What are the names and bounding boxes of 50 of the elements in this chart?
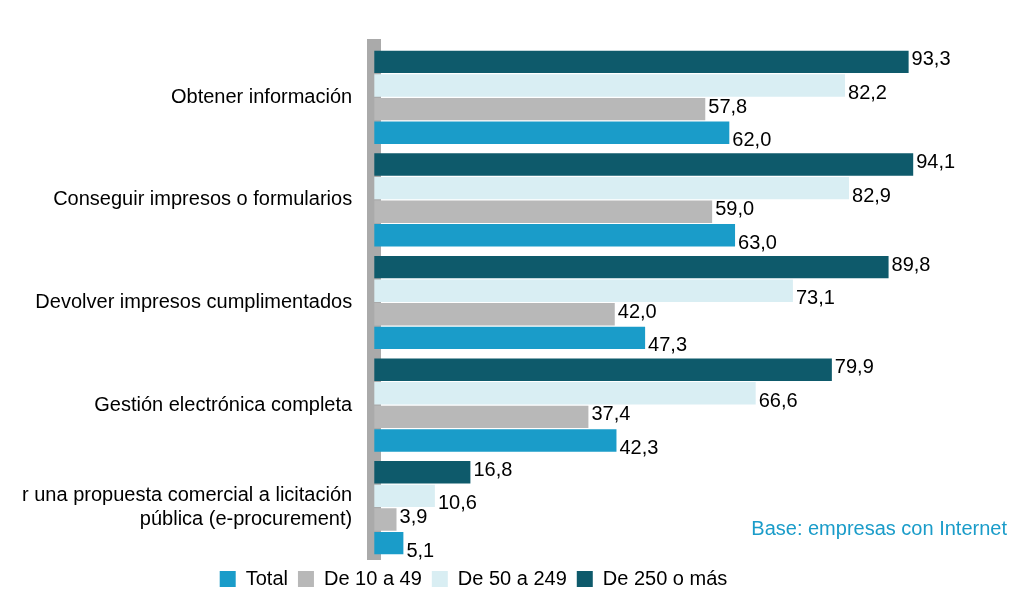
- data-label: 42,0: [617, 299, 657, 322]
- data-label: 42,3: [619, 436, 659, 459]
- bar: [374, 531, 404, 555]
- data-label: 37,4: [591, 402, 631, 425]
- y-tick-label: Gestión electrónica completa: [94, 392, 354, 415]
- bar: [374, 176, 850, 200]
- data-label: 82,2: [848, 81, 887, 104]
- legend-label: De 50 a 249: [457, 566, 567, 589]
- y-tick-label: Obtener información: [170, 84, 353, 107]
- bar: [374, 358, 832, 381]
- bar: [374, 326, 646, 350]
- bar: [374, 279, 793, 302]
- data-label: 73,1: [795, 286, 835, 309]
- bar: [374, 74, 846, 97]
- data-label: 79,9: [834, 355, 874, 378]
- data-label: 82,9: [852, 183, 891, 206]
- data-label: 10,6: [437, 491, 477, 514]
- y-tick-label: r una propuesta comercial a licitación pública (e-procurement): [21, 483, 353, 530]
- data-label: 59,0: [715, 197, 755, 220]
- annotation: Base: empresas con Internet: [751, 516, 1008, 539]
- data-label: 62,0: [732, 128, 772, 151]
- bar: [374, 382, 756, 405]
- data-label: 93,3: [911, 47, 951, 70]
- data-label: 89,8: [891, 252, 931, 275]
- bar: [374, 200, 713, 223]
- bar: [374, 224, 736, 247]
- bar: [374, 50, 909, 74]
- bar: [374, 303, 615, 326]
- data-label: 63,0: [738, 230, 777, 253]
- legend-label: Total: [245, 566, 288, 589]
- bar: [374, 508, 397, 531]
- bar: [374, 429, 617, 452]
- y-tick-label: Conseguir impresos o formularios: [53, 187, 353, 210]
- y-tick-label: Devolver impresos cumplimentados: [35, 290, 353, 313]
- data-label: 66,6: [758, 388, 798, 411]
- data-label: 3,9: [399, 505, 428, 528]
- data-label: 47,3: [648, 333, 688, 356]
- data-label: 57,8: [708, 94, 748, 117]
- bar: [374, 255, 889, 279]
- bar: [374, 461, 471, 484]
- bar: [374, 153, 914, 176]
- bar: [374, 405, 589, 429]
- data-label: 5,1: [406, 538, 435, 561]
- data-label: 94,1: [916, 150, 956, 173]
- bar: [374, 484, 435, 508]
- legend-label: De 250 o más: [602, 566, 728, 589]
- legend-label: De 10 a 49: [323, 566, 422, 589]
- bar: [374, 121, 730, 144]
- data-label: 16,8: [473, 457, 513, 480]
- bar: [374, 97, 706, 121]
